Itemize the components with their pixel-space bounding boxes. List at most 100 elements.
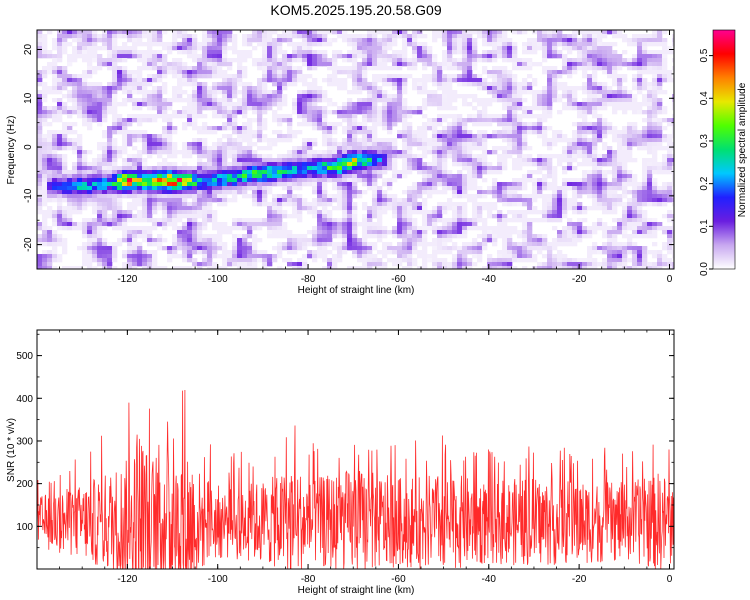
heatmap-cell [57, 174, 63, 179]
heatmap-cell [222, 34, 228, 39]
heatmap-cell [182, 38, 188, 43]
heatmap-cell [357, 190, 363, 195]
heatmap-cell [82, 194, 88, 199]
heatmap-cell [382, 198, 388, 203]
heatmap-cell [237, 170, 243, 175]
heatmap-cell [622, 170, 628, 175]
heatmap-cell [512, 202, 518, 207]
heatmap-cell [97, 162, 103, 167]
heatmap-cell [612, 174, 618, 179]
heatmap-cell [97, 46, 103, 51]
heatmap-cell [187, 54, 193, 59]
heatmap-cell [667, 162, 673, 167]
heatmap-cell [112, 46, 118, 51]
heatmap-cell [327, 210, 333, 215]
heatmap-cell [497, 198, 503, 203]
heatmap-cell [672, 166, 674, 171]
heatmap-cell [382, 98, 388, 103]
heatmap-cell [627, 42, 633, 47]
heatmap-cell [97, 146, 103, 151]
heatmap-cell [57, 134, 63, 139]
heatmap-cell [592, 158, 598, 163]
heatmap-cell [427, 162, 433, 167]
heatmap-cell [537, 154, 543, 159]
heatmap-cell [142, 170, 148, 175]
heatmap-cell [197, 110, 203, 115]
heatmap-cell [497, 218, 503, 223]
heatmap-cell [657, 50, 663, 55]
heatmap-cell [357, 70, 363, 75]
heatmap-cell [257, 226, 263, 231]
heatmap-cell [557, 214, 563, 219]
heatmap-cell [527, 66, 533, 71]
heatmap-cell [42, 174, 48, 179]
heatmap-cell [402, 146, 408, 151]
heatmap-cell [262, 58, 268, 63]
heatmap-cell [472, 114, 478, 119]
heatmap-cell [327, 150, 333, 155]
heatmap-cell [362, 110, 368, 115]
heatmap-cell [592, 106, 598, 111]
heatmap-cell [522, 198, 528, 203]
heatmap-cell [112, 66, 118, 71]
heatmap-cell [467, 162, 473, 167]
heatmap-cell [577, 222, 583, 227]
heatmap-cell [312, 178, 318, 183]
heatmap-cell [517, 182, 523, 187]
heatmap-cell [397, 34, 403, 39]
heatmap-cell [247, 138, 253, 143]
heatmap-cell [272, 78, 278, 83]
heatmap-cell [387, 54, 393, 59]
heatmap-cell [492, 58, 498, 63]
heatmap-cell [52, 46, 58, 51]
heatmap-cell [552, 54, 558, 59]
heatmap-cell [647, 166, 653, 171]
heatmap-cell [47, 214, 53, 219]
heatmap-cell [507, 218, 513, 223]
heatmap-cell [352, 174, 358, 179]
heatmap-cell [557, 162, 563, 167]
heatmap-cell [222, 70, 228, 75]
heatmap-cell [597, 158, 603, 163]
heatmap-cell [517, 94, 523, 99]
heatmap-cell [322, 34, 328, 39]
heatmap-cell [492, 86, 498, 91]
heatmap-cell [382, 126, 388, 131]
heatmap-cell [67, 186, 73, 191]
heatmap-cell [252, 150, 258, 155]
heatmap-cell [77, 178, 83, 183]
heatmap-cell [117, 190, 123, 195]
heatmap-cell [587, 90, 593, 95]
heatmap-cell [227, 142, 233, 147]
heatmap-cell [187, 210, 193, 215]
heatmap-cell [247, 174, 253, 179]
heatmap-cell [77, 170, 83, 175]
heatmap-cell [332, 122, 338, 127]
heatmap-cell [557, 38, 563, 43]
heatmap-cell [562, 94, 568, 99]
heatmap-cell [257, 78, 263, 83]
heatmap-cell [262, 118, 268, 123]
heatmap-cell [237, 150, 243, 155]
heatmap-cell [112, 122, 118, 127]
heatmap-cell [407, 74, 413, 79]
heatmap-cell [52, 146, 58, 151]
heatmap-cell [222, 162, 228, 167]
heatmap-cell [672, 214, 674, 219]
heatmap-cell [282, 202, 288, 207]
heatmap-cell [217, 66, 223, 71]
heatmap-cell [252, 226, 258, 231]
heatmap-cell [632, 174, 638, 179]
heatmap-cell [267, 182, 273, 187]
heatmap-cell [67, 178, 73, 183]
heatmap-cell [52, 198, 58, 203]
heatmap-cell [97, 178, 103, 183]
heatmap-cell [312, 138, 318, 143]
heatmap-cell [657, 142, 663, 147]
heatmap-cell [297, 122, 303, 127]
heatmap-cell [462, 54, 468, 59]
heatmap-cell [482, 154, 488, 159]
heatmap-cell [547, 90, 553, 95]
heatmap-cell [462, 46, 468, 51]
heatmap-cell [642, 194, 648, 199]
